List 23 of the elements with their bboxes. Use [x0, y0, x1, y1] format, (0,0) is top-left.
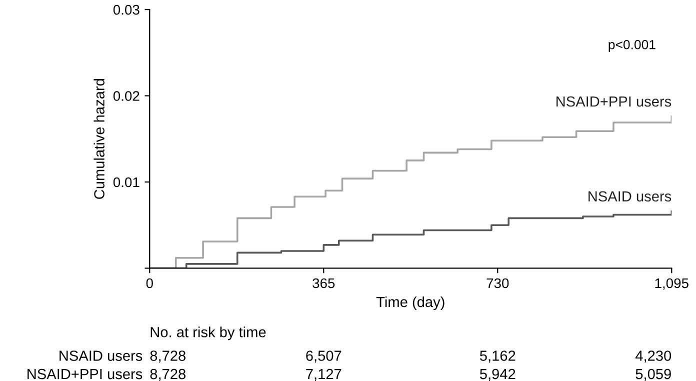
y-tick-label: 0.03 — [113, 4, 140, 15]
y-tick-label: 0.02 — [113, 91, 140, 101]
text: 8,728 — [150, 368, 186, 381]
series-label: NSAID users — [588, 191, 672, 202]
text: 8,728 — [150, 350, 186, 363]
text: NSAID users — [60, 350, 142, 361]
text: 5,942 — [480, 368, 516, 381]
y-axis-title: Cumulative hazard — [94, 79, 104, 199]
x-tick-label: 730 — [486, 278, 509, 288]
x-tick-label: 365 — [312, 278, 335, 288]
text: 5,162 — [480, 350, 516, 363]
text: NSAID+PPI users — [28, 368, 142, 380]
y-tick-label: 0.01 — [113, 177, 140, 188]
text: 7,127 — [306, 368, 342, 381]
x-axis-title: Time (day) — [376, 296, 444, 310]
series-label: NSAID+PPI users — [556, 96, 672, 107]
annotation: p<0.001 — [608, 40, 656, 52]
text: 4,230 — [635, 350, 672, 363]
text: 5,059 — [636, 368, 671, 381]
x-tick-label: 0 — [146, 278, 153, 288]
x-tick-label: 1,095 — [655, 278, 688, 290]
text: No. at risk by time — [150, 326, 266, 340]
text: 6,507 — [306, 350, 342, 363]
